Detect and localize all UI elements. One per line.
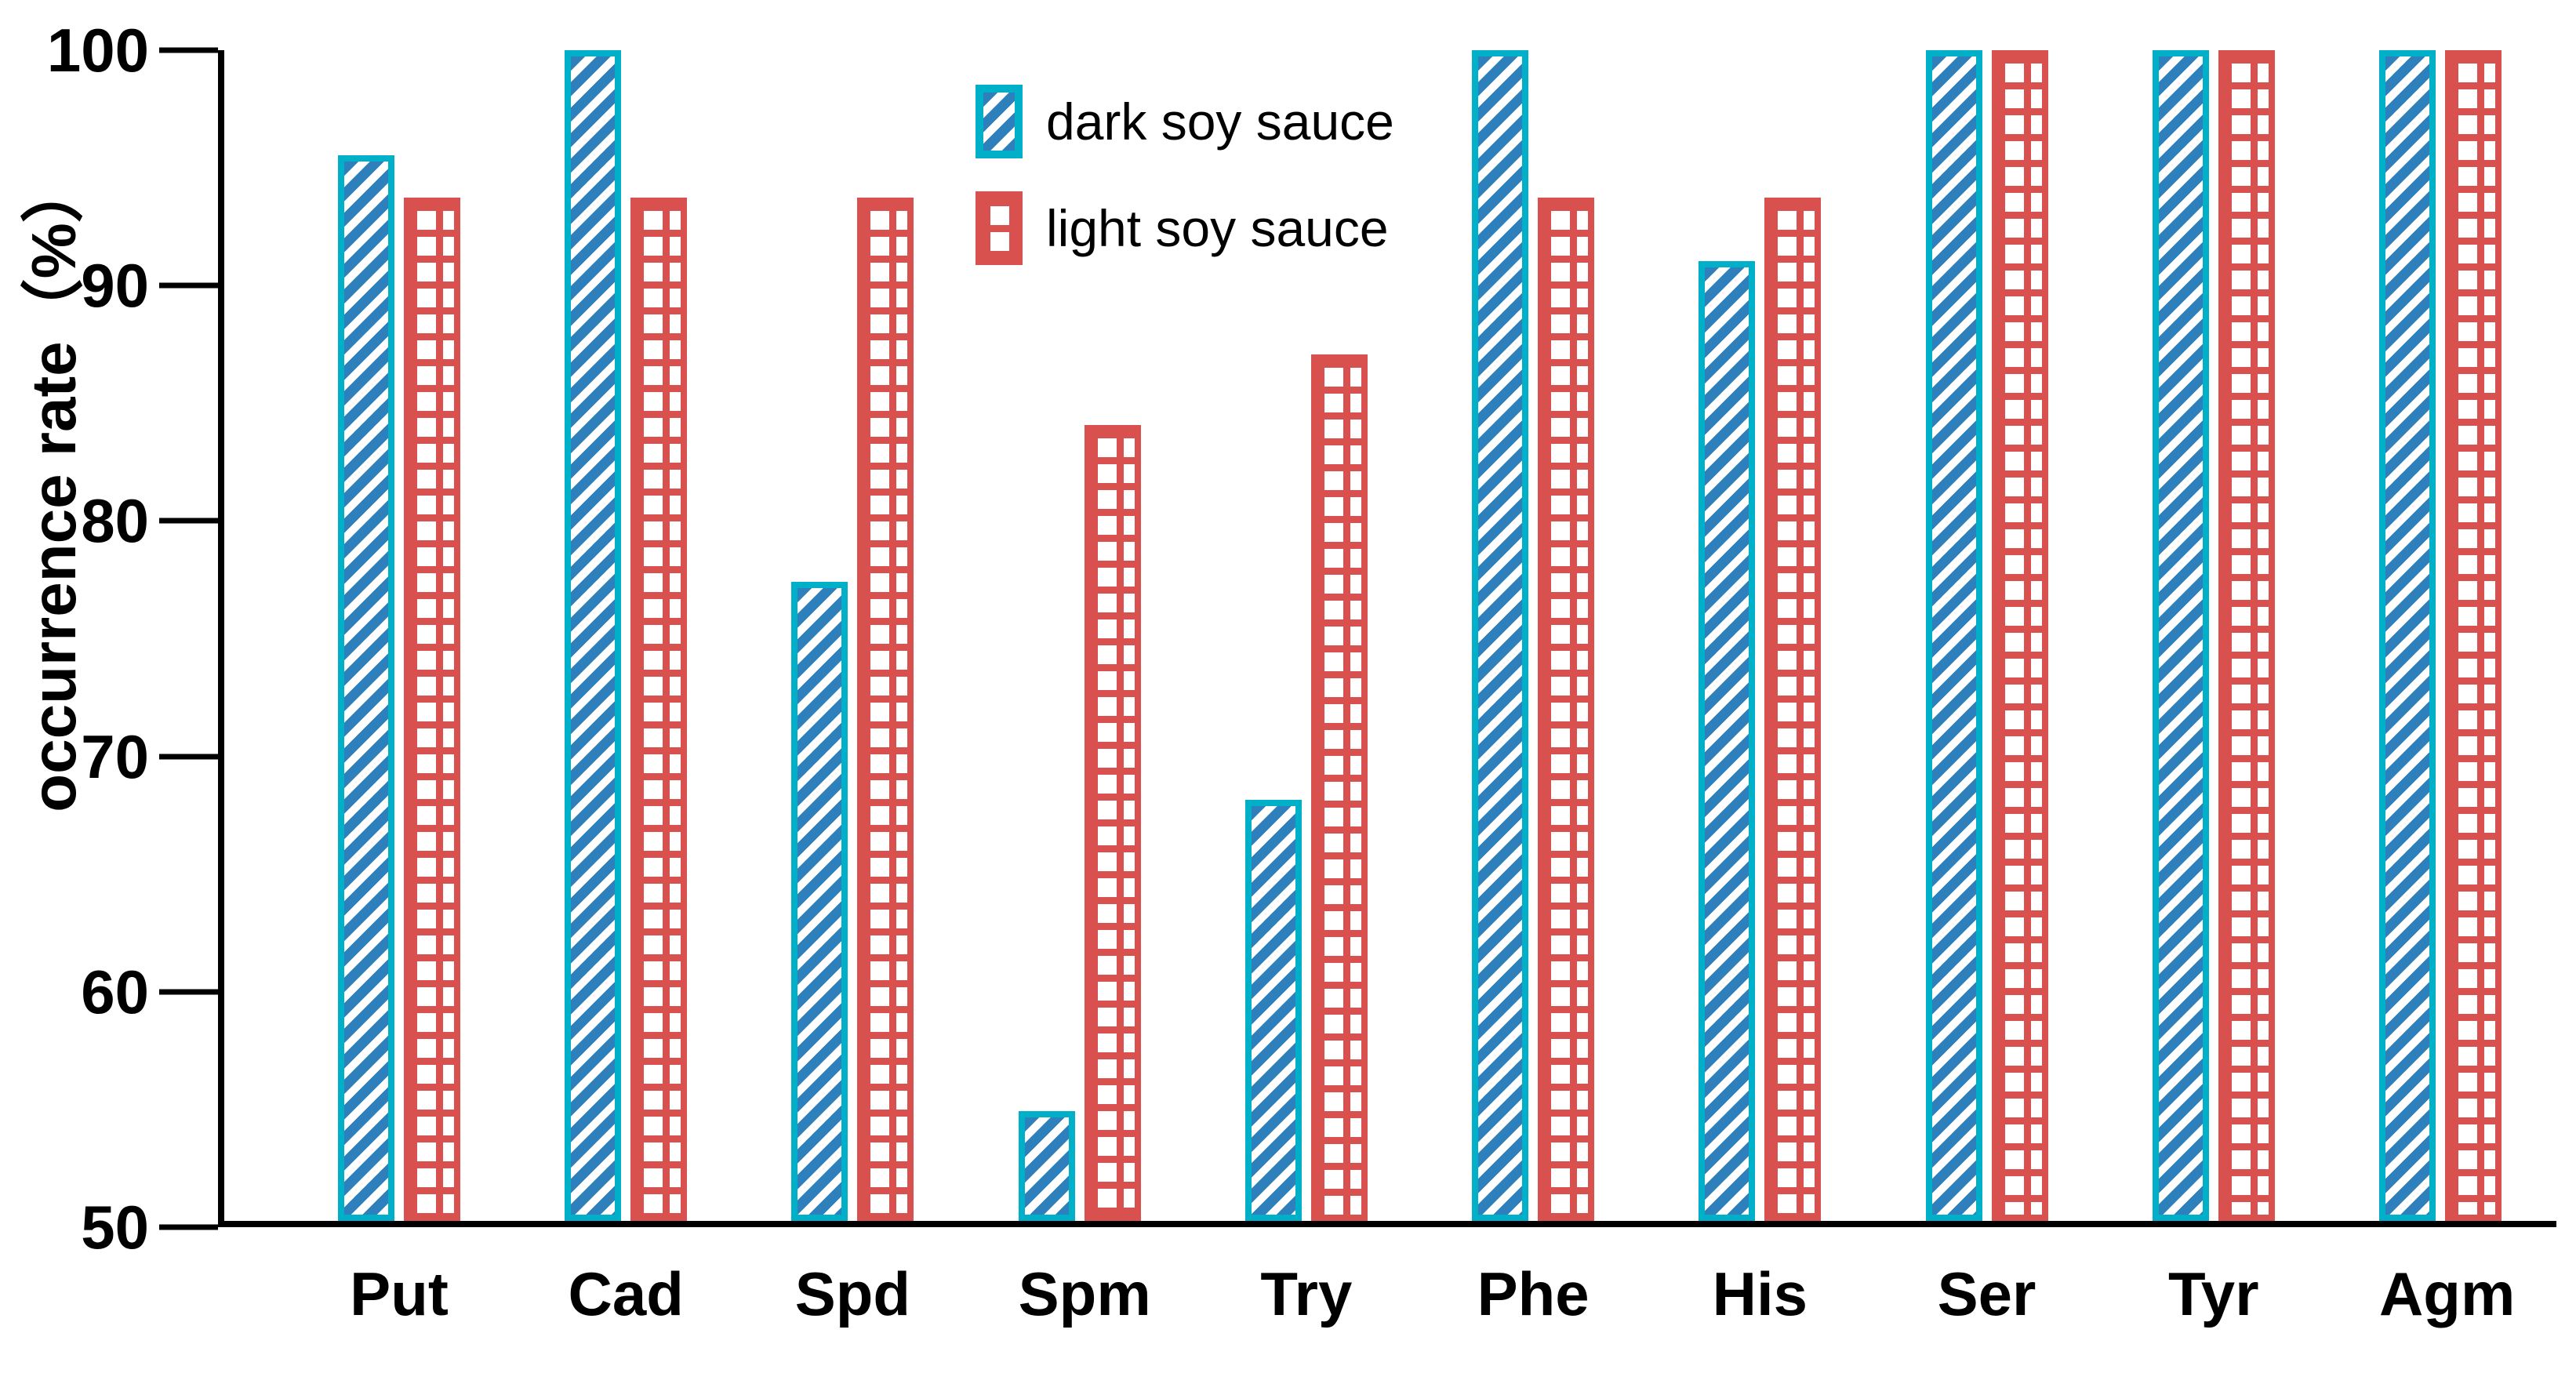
x-axis-labels: Put Cad Spd Spm Try Phe His Ser Tyr Agm <box>224 1255 2556 1333</box>
legend-swatch-pat-diagonal <box>976 85 1023 158</box>
legend: dark soy sauce light soy sauce <box>976 85 1394 265</box>
legend-item-light-soy-sauce: light soy sauce <box>976 191 1394 265</box>
x-tick-label-spd: Spd <box>794 1259 911 1328</box>
x-tick-label-his: His <box>1712 1259 1808 1328</box>
bar-light-soy-sauce-phe <box>1538 198 1595 1221</box>
x-tick-label-agm: Agm <box>2378 1259 2516 1328</box>
y-tick-mark <box>159 47 218 53</box>
plot-area <box>218 50 2556 1227</box>
x-tick-label-phe: Phe <box>1477 1259 1590 1328</box>
x-tick-label-spm: Spm <box>1018 1259 1151 1328</box>
bar-group-spm <box>1018 50 1141 1221</box>
y-tick-mark <box>159 518 218 524</box>
bar-light-soy-sauce-his <box>1764 198 1822 1221</box>
bar-dark-soy-sauce-cad <box>565 50 622 1221</box>
bar-group-phe <box>1472 50 1595 1221</box>
y-tick-mark <box>159 754 218 760</box>
bar-dark-soy-sauce-phe <box>1472 50 1529 1221</box>
legend-label: dark soy sauce <box>1046 93 1394 151</box>
y-tick-label: 50 <box>81 1193 149 1262</box>
bar-group-tyr <box>2152 50 2275 1221</box>
bar-group-spd <box>791 50 914 1221</box>
bar-light-soy-sauce-tyr <box>2218 50 2275 1221</box>
y-tick-mark <box>159 1224 218 1230</box>
bar-group-ser <box>1925 50 2048 1221</box>
x-tick-label-tyr: Tyr <box>2167 1259 2259 1328</box>
bar-light-soy-sauce-ser <box>1991 50 2048 1221</box>
bar-dark-soy-sauce-try <box>1244 799 1302 1221</box>
y-axis-labels: 100 90 80 70 60 50 <box>0 20 149 1258</box>
bar-group-his <box>1699 50 1822 1221</box>
y-tick-label: 70 <box>81 721 149 791</box>
x-tick-label-cad: Cad <box>568 1259 684 1328</box>
y-tick-label: 90 <box>81 251 149 321</box>
bar-light-soy-sauce-try <box>1310 354 1368 1221</box>
x-tick-label-put: Put <box>350 1259 449 1328</box>
bar-group-cad <box>565 50 688 1221</box>
bar-dark-soy-sauce-spd <box>791 581 848 1221</box>
bar-group-put <box>338 50 460 1221</box>
y-tick-label: 60 <box>81 957 149 1026</box>
bar-light-soy-sauce-cad <box>630 198 688 1221</box>
bar-dark-soy-sauce-his <box>1699 260 1756 1221</box>
bar-light-soy-sauce-put <box>404 198 460 1221</box>
y-tick-label: 80 <box>81 486 149 556</box>
x-tick-label-try: Try <box>1260 1259 1353 1328</box>
y-tick-mark <box>159 989 218 995</box>
bar-group-try <box>1244 50 1368 1221</box>
x-tick-label-ser: Ser <box>1937 1259 2036 1328</box>
y-tick-mark <box>159 282 218 289</box>
bar-dark-soy-sauce-tyr <box>2152 50 2209 1221</box>
bar-light-soy-sauce-agm <box>2444 50 2502 1221</box>
bar-dark-soy-sauce-put <box>338 155 394 1221</box>
legend-item-dark-soy-sauce: dark soy sauce <box>976 85 1394 158</box>
bar-dark-soy-sauce-spm <box>1018 1110 1075 1221</box>
y-axis-ticks <box>159 47 218 1230</box>
legend-label: light soy sauce <box>1046 199 1389 257</box>
bar-dark-soy-sauce-ser <box>1925 50 1982 1221</box>
legend-swatch-pat-grid <box>976 191 1023 265</box>
bar-dark-soy-sauce-agm <box>2378 50 2436 1221</box>
y-tick-label: 100 <box>46 16 149 85</box>
bar-light-soy-sauce-spd <box>857 198 914 1221</box>
bar-group-agm <box>2378 50 2502 1221</box>
bar-light-soy-sauce-spm <box>1084 424 1141 1221</box>
